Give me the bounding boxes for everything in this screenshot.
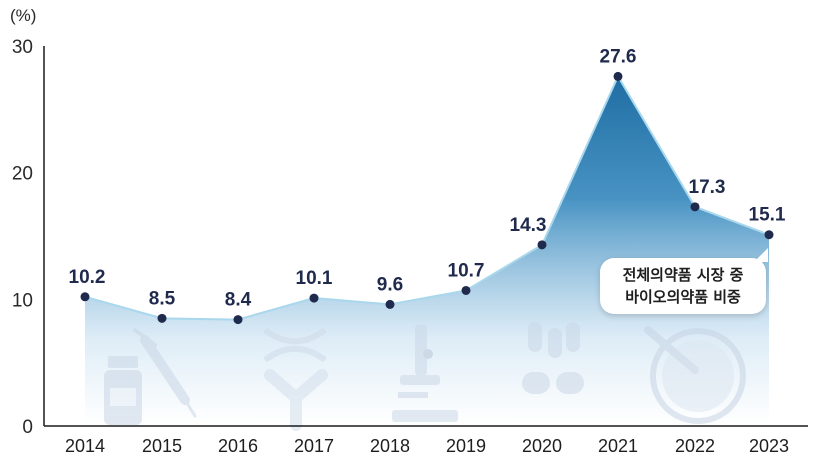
series-line [84, 74, 770, 321]
data-label: 17.3 [689, 177, 726, 198]
axis-layer: 0 10 20 30 2014 2015 2016 2017 2018 2019 2020 2021 2… [12, 37, 808, 456]
dna-icon [263, 327, 327, 363]
data-label: 10.1 [296, 268, 333, 289]
data-label: 9.6 [377, 274, 403, 295]
data-point [613, 71, 623, 81]
medicine-bottle-icon [104, 356, 142, 425]
data-point [233, 315, 243, 325]
x-tick-label: 2016 [218, 436, 258, 456]
mark-layer: 10.2 8.5 8.4 10.1 9.6 10.7 14.3 27.6 17.3 15.1 [69, 46, 786, 325]
data-point [157, 313, 167, 323]
data-point [537, 240, 547, 250]
data-point [764, 230, 774, 240]
data-point [80, 292, 90, 302]
petri-dish-icon [644, 326, 746, 424]
background-icons [104, 322, 746, 431]
x-tick-label: 2017 [294, 436, 334, 456]
y-tick-label: 20 [12, 164, 33, 185]
annotation-line-1: 전체의약품 시장 중 [622, 266, 744, 284]
annotation-line-2: 바이오의약품 비중 [625, 288, 741, 306]
antibody-icon [264, 369, 328, 431]
x-tick-label: 2023 [749, 436, 789, 456]
area-fill [85, 76, 769, 427]
annotation-callout: 전체의약품 시장 중 바이오의약품 비중 [600, 248, 768, 314]
y-unit-label: (%) [10, 6, 37, 25]
x-tick-label: 2022 [675, 436, 715, 456]
y-tick-label: 30 [12, 37, 33, 58]
x-tick-label: 2014 [65, 436, 105, 456]
data-point [309, 293, 319, 303]
data-label: 14.3 [510, 215, 547, 236]
y-tick-label: 0 [22, 417, 33, 438]
data-label: 10.2 [69, 267, 106, 288]
x-tick-label: 2020 [522, 436, 562, 456]
data-point [461, 285, 471, 295]
pill-capsules-icon [522, 322, 584, 394]
data-label: 10.7 [448, 260, 485, 281]
microscope-icon [392, 325, 458, 422]
data-label: 27.6 [600, 46, 637, 67]
syringe-icon [133, 328, 197, 418]
data-point [385, 299, 395, 309]
y-tick-label: 10 [12, 290, 33, 311]
data-label: 8.4 [225, 290, 252, 311]
x-tick-label: 2018 [370, 436, 410, 456]
x-tick-label: 2021 [598, 436, 638, 456]
x-tick-label: 2019 [446, 436, 486, 456]
area-layer [84, 74, 770, 427]
data-point [690, 202, 700, 212]
data-label: 8.5 [149, 288, 176, 309]
data-label: 15.1 [749, 205, 786, 226]
x-tick-label: 2015 [142, 436, 182, 456]
